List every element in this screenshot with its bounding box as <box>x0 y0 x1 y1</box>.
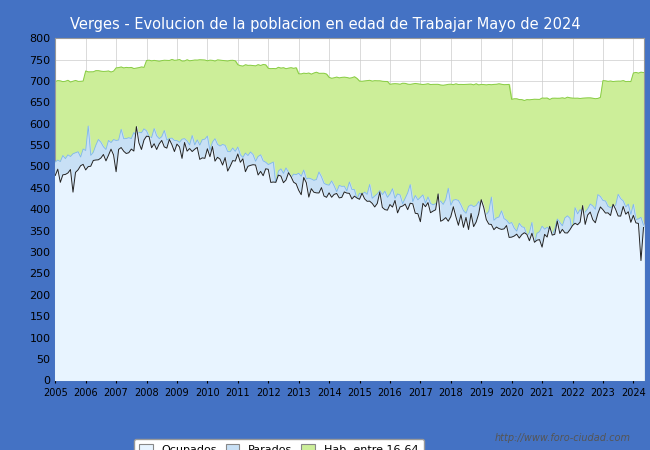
Text: http://www.foro-ciudad.com: http://www.foro-ciudad.com <box>495 433 630 443</box>
Legend: Ocupados, Parados, Hab. entre 16-64: Ocupados, Parados, Hab. entre 16-64 <box>134 439 424 450</box>
Text: Verges - Evolucion de la poblacion en edad de Trabajar Mayo de 2024: Verges - Evolucion de la poblacion en ed… <box>70 17 580 32</box>
